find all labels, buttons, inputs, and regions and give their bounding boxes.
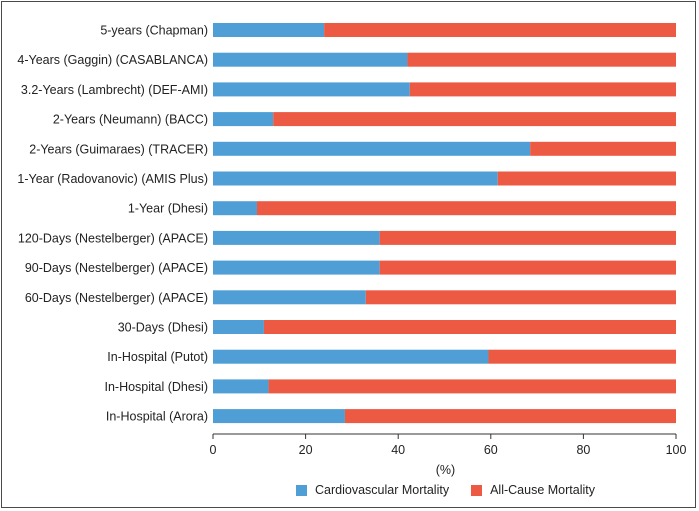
- bar-segment-cardiovascular: [213, 260, 380, 275]
- x-tick-label: 20: [299, 443, 313, 457]
- category-labels: 5-years (Chapman) 4-Years (Gaggin) (CASAB…: [17, 24, 208, 424]
- category-label: 4-Years (Gaggin) (CASABLANCA): [17, 53, 208, 67]
- category-label: 1-Year (Radovanovic) (AMIS Plus): [17, 172, 208, 186]
- category-label: 90-Days (Nestelberger) (APACE): [25, 261, 208, 275]
- bar-segment-cardiovascular: [213, 23, 325, 37]
- x-tick-label: 80: [576, 443, 590, 457]
- category-label: 3.2-Years (Lambrecht) (DEF-AMI): [21, 83, 208, 97]
- category-label: In-Hospital (Dhesi): [104, 380, 208, 394]
- bar-segment-cardiovascular: [213, 52, 408, 67]
- x-tick-label: 40: [391, 443, 405, 457]
- legend: Cardiovascular Mortality All-Cause Morta…: [296, 482, 617, 498]
- legend-item-all-cause: All-Cause Mortality: [471, 483, 595, 497]
- bar-segment-all-cause: [273, 112, 676, 127]
- x-tick-label: 60: [484, 443, 498, 457]
- bar-segment-all-cause: [379, 260, 676, 275]
- bar-segment-all-cause: [407, 52, 676, 67]
- bar-segment-all-cause: [268, 379, 676, 394]
- bar-segment-all-cause: [365, 290, 676, 305]
- bar-segment-cardiovascular: [213, 290, 366, 305]
- bar-segment-cardiovascular: [213, 379, 269, 394]
- x-tick-label: 0: [210, 443, 217, 457]
- bar-segment-cardiovascular: [213, 171, 498, 186]
- category-label: In-Hospital (Putot): [107, 350, 208, 364]
- bar-segment-cardiovascular: [213, 320, 264, 334]
- category-label: 2-Years (Neumann) (BACC): [53, 113, 208, 127]
- bar-segment-all-cause: [497, 171, 676, 186]
- bar-segment-cardiovascular: [213, 230, 380, 245]
- legend-label-all-cause: All-Cause Mortality: [490, 483, 595, 497]
- bar-segment-cardiovascular: [213, 409, 345, 424]
- legend-item-cardiovascular: Cardiovascular Mortality: [296, 483, 449, 497]
- legend-label-cardiovascular: Cardiovascular Mortality: [315, 483, 450, 497]
- bar-segment-all-cause: [409, 82, 676, 97]
- x-axis-title: (%): [436, 463, 455, 477]
- category-label: 120-Days (Nestelberger) (APACE): [18, 231, 208, 245]
- bar-segment-cardiovascular: [213, 201, 257, 216]
- bar-segment-all-cause: [344, 409, 676, 424]
- bar-segment-all-cause: [324, 23, 676, 37]
- bar-segment-cardiovascular: [213, 112, 274, 127]
- bar-segment-cardiovascular: [213, 141, 531, 156]
- bar-segment-all-cause: [379, 230, 676, 245]
- bar-segment-all-cause: [263, 320, 676, 334]
- bar-segment-all-cause: [530, 141, 676, 156]
- bars-group: [213, 23, 676, 424]
- category-label: 5-years (Chapman): [100, 24, 208, 38]
- bar-segment-all-cause: [488, 349, 676, 364]
- category-label: 60-Days (Nestelberger) (APACE): [25, 291, 208, 305]
- bar-segment-cardiovascular: [213, 349, 489, 364]
- category-label: In-Hospital (Arora): [106, 410, 208, 424]
- bar-segment-cardiovascular: [213, 82, 410, 97]
- category-label: 30-Days (Dhesi): [118, 321, 208, 335]
- legend-swatch-all-cause: [471, 484, 483, 496]
- legend-swatch-cardiovascular: [296, 484, 307, 496]
- bar-segment-all-cause: [256, 201, 676, 216]
- category-label: 1-Year (Dhesi): [128, 202, 208, 216]
- category-label: 2-Years (Guimaraes) (TRACER): [29, 142, 208, 156]
- x-tick-label: 100: [666, 443, 687, 457]
- x-axis-ticks: 0 20 40 60 80 100: [210, 434, 687, 457]
